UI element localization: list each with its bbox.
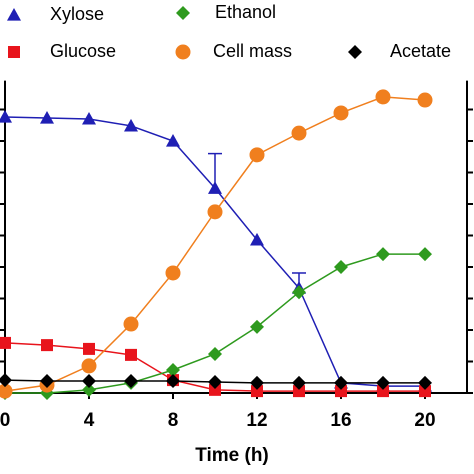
data-point	[0, 336, 11, 349]
data-point	[0, 110, 12, 123]
data-point	[166, 363, 180, 378]
legend-marker	[176, 6, 190, 20]
x-tick-label: 20	[414, 410, 435, 431]
data-point	[249, 147, 265, 163]
legend-label: Cell mass	[213, 41, 292, 61]
legend-label: Acetate	[390, 41, 451, 61]
data-point	[250, 319, 264, 334]
data-point	[250, 375, 264, 390]
data-point	[419, 385, 431, 398]
data-point	[82, 382, 96, 397]
x-axis-title: Time (h)	[195, 445, 269, 466]
data-point	[376, 247, 390, 262]
data-point	[125, 348, 137, 361]
data-point	[166, 374, 180, 389]
data-point	[123, 316, 139, 332]
data-point	[376, 375, 390, 390]
data-point	[334, 375, 348, 390]
data-point	[417, 92, 433, 108]
data-point	[82, 111, 96, 125]
data-point	[208, 346, 222, 361]
data-point	[209, 383, 221, 396]
legend-label: Ethanol	[215, 2, 276, 22]
data-point	[292, 375, 306, 390]
x-tick-label: 4	[84, 410, 95, 431]
data-point	[82, 374, 96, 389]
data-point	[375, 89, 391, 105]
x-tick-label: 16	[330, 410, 351, 431]
data-point	[83, 342, 95, 355]
data-point	[0, 383, 13, 399]
series-line	[5, 253, 425, 394]
data-point	[251, 385, 263, 398]
data-point	[208, 374, 222, 389]
data-point	[291, 125, 307, 141]
data-point	[334, 260, 348, 274]
x-tick-label: 8	[168, 410, 179, 431]
data-point	[124, 374, 138, 389]
x-tick-label: 12	[246, 410, 267, 431]
legend-marker	[7, 8, 21, 21]
data-point	[293, 385, 305, 398]
data-point	[418, 375, 432, 390]
data-point	[40, 111, 54, 124]
data-point	[292, 285, 306, 300]
data-point	[0, 373, 12, 388]
legend-label: Xylose	[50, 4, 104, 24]
data-point	[166, 134, 180, 147]
data-point	[250, 232, 264, 246]
data-point	[377, 385, 389, 398]
legend-marker	[348, 45, 362, 59]
legend-marker	[175, 44, 191, 60]
data-point	[333, 105, 349, 121]
data-point	[40, 374, 54, 389]
data-point	[41, 339, 53, 352]
data-point	[418, 247, 432, 262]
x-tick-label: 0	[0, 410, 10, 431]
data-point	[124, 118, 138, 132]
data-point	[208, 181, 222, 194]
legend-label: Glucose	[50, 41, 116, 61]
data-point	[335, 385, 347, 398]
legend-marker	[8, 46, 20, 58]
data-point	[165, 265, 181, 281]
data-point	[207, 204, 223, 220]
data-point	[81, 358, 97, 374]
